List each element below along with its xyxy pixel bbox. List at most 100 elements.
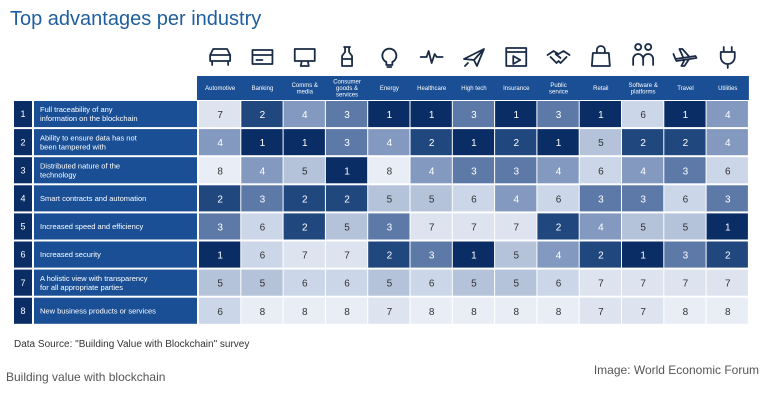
row-label-cell: [34, 213, 197, 240]
heat-cell: [664, 101, 706, 128]
cell-value: 7: [429, 222, 435, 233]
row-rank: 4: [20, 194, 25, 204]
row-rank: 5: [20, 222, 25, 232]
heat-cell: [664, 213, 706, 240]
row-label-cell: [34, 157, 197, 184]
heat-cell: [452, 101, 495, 128]
cell-value: 2: [725, 251, 731, 262]
cell-value: 3: [556, 110, 562, 121]
heat-cell: [537, 269, 579, 296]
heat-cell: [241, 213, 283, 240]
cell-value: 6: [683, 194, 689, 205]
row-label: Increased security: [40, 250, 101, 259]
heat-cell: [579, 213, 621, 240]
cell-value: 5: [471, 279, 477, 290]
cell-value: 5: [344, 222, 350, 233]
row-rank: 3: [20, 165, 25, 175]
cell-value: 4: [387, 138, 393, 149]
cell-value: 3: [387, 222, 393, 233]
cell-value: 5: [260, 279, 266, 290]
cell-value: 1: [471, 138, 477, 149]
heat-cell: [283, 213, 325, 240]
data-source-note: Data Source: "Building Value with Blockc…: [14, 339, 250, 350]
heat-cell: [325, 269, 368, 296]
cell-value: 2: [429, 138, 435, 149]
cell-value: 5: [429, 194, 435, 205]
heat-cell: [495, 297, 537, 324]
cell-value: 6: [260, 222, 266, 233]
cell-value: 7: [640, 279, 646, 290]
cell-value: 2: [260, 110, 266, 121]
cell-value: 1: [217, 251, 223, 262]
cell-value: 3: [344, 138, 350, 149]
cell-value: 7: [344, 251, 350, 262]
bottle-icon: [341, 46, 353, 67]
cell-value: 3: [471, 110, 477, 121]
cell-value: 7: [640, 307, 646, 318]
heat-cell: [283, 129, 325, 156]
heat-cell: [706, 241, 748, 268]
heat-cell: [199, 213, 241, 240]
cell-value: 6: [640, 110, 646, 121]
cell-value: 7: [683, 279, 689, 290]
heat-cell: [495, 213, 537, 240]
heat-cell: [622, 101, 664, 128]
heat-cell: [199, 185, 241, 212]
industry-icons: [209, 43, 736, 69]
row-rank-cell: [14, 157, 32, 184]
cell-value: 4: [429, 166, 435, 177]
heat-cell: [622, 213, 664, 240]
heat-cell: [368, 129, 410, 156]
heat-cell: [622, 241, 664, 268]
cell-value: 5: [302, 166, 308, 177]
column-header: Utilities: [718, 86, 737, 92]
cell-value: 4: [725, 110, 731, 121]
cell-value: 4: [640, 166, 646, 177]
cell-value: 4: [725, 138, 731, 149]
cell-value: 2: [683, 138, 689, 149]
chart-title: Top advantages per industry: [10, 8, 262, 30]
heat-cell: [579, 297, 621, 324]
heat-cell: [410, 297, 452, 324]
cell-value: 3: [725, 194, 731, 205]
heat-cell: [706, 269, 748, 296]
cell-value: 5: [513, 251, 519, 262]
cell-value: 8: [556, 307, 562, 318]
heat-cell: [706, 213, 748, 240]
paper-plane-icon: [463, 48, 485, 67]
cell-value: 7: [387, 307, 393, 318]
row-label: Full traceability of any information on t…: [40, 105, 138, 123]
cell-value: 8: [217, 166, 223, 177]
heat-cell: [622, 185, 664, 212]
row-rank-cell: [14, 269, 32, 296]
heat-cell: [537, 129, 579, 156]
heat-cell: [495, 269, 537, 296]
heat-cell: [622, 129, 664, 156]
cell-value: 3: [513, 166, 519, 177]
heat-cell: [241, 185, 283, 212]
power-plug-icon: [719, 46, 736, 69]
row-label-cell: [34, 129, 197, 156]
cell-value: 1: [344, 166, 350, 177]
heat-cell: [706, 185, 748, 212]
heat-cell: [283, 185, 325, 212]
cell-value: 7: [725, 279, 731, 290]
cell-value: 7: [217, 110, 223, 121]
heartbeat-icon: [419, 50, 444, 64]
heat-cell: [495, 101, 537, 128]
cell-value: 3: [598, 194, 604, 205]
heat-cell: [706, 297, 748, 324]
cell-value: 5: [217, 279, 223, 290]
cell-value: 2: [217, 194, 223, 205]
cell-value: 1: [302, 138, 308, 149]
cell-value: 6: [260, 251, 266, 262]
header-band: [197, 76, 749, 100]
cell-value: 8: [683, 307, 689, 318]
row-label-cell: [34, 297, 197, 324]
heat-cell: [706, 101, 748, 128]
heat-cell: [706, 129, 748, 156]
cell-value: 5: [598, 138, 604, 149]
cell-value: 8: [429, 307, 435, 318]
cell-value: 7: [598, 307, 604, 318]
row-rank-cell: [14, 185, 32, 212]
